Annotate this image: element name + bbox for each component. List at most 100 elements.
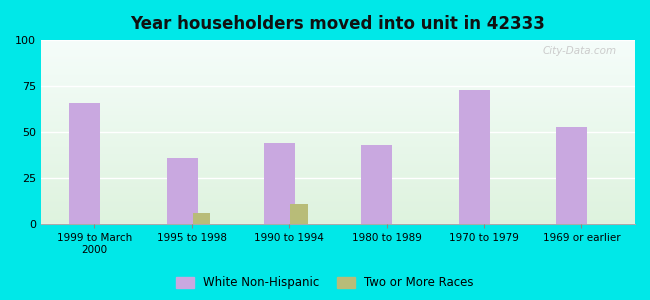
Bar <box>41 97 635 98</box>
Bar <box>41 80 635 81</box>
Bar <box>41 118 635 119</box>
Bar <box>41 200 635 201</box>
Bar <box>41 84 635 85</box>
Bar <box>41 100 635 101</box>
Bar <box>41 192 635 193</box>
Bar <box>41 107 635 108</box>
Bar <box>41 46 635 47</box>
Bar <box>41 183 635 184</box>
Bar <box>41 53 635 54</box>
Bar <box>41 129 635 130</box>
Bar <box>41 138 635 139</box>
Bar <box>41 155 635 156</box>
Bar <box>41 209 635 210</box>
Bar <box>41 158 635 159</box>
Bar <box>41 126 635 127</box>
Bar <box>41 191 635 192</box>
Bar <box>41 169 635 170</box>
Bar <box>41 188 635 189</box>
Bar <box>41 44 635 45</box>
Bar <box>41 144 635 145</box>
Bar <box>41 66 635 67</box>
Bar <box>41 212 635 213</box>
Bar <box>41 121 635 122</box>
Bar <box>41 135 635 136</box>
Bar <box>41 168 635 169</box>
Bar <box>41 79 635 80</box>
Bar <box>41 193 635 194</box>
Bar <box>41 220 635 221</box>
Bar <box>41 131 635 132</box>
Bar <box>41 164 635 165</box>
Bar <box>41 116 635 117</box>
Bar <box>41 114 635 115</box>
Bar <box>41 98 635 99</box>
Bar <box>41 90 635 91</box>
Bar <box>41 166 635 167</box>
Bar <box>41 216 635 217</box>
Bar <box>41 123 635 124</box>
Bar <box>41 140 635 142</box>
Bar <box>361 145 393 224</box>
Bar <box>41 41 635 42</box>
Bar <box>41 146 635 147</box>
Bar <box>41 82 635 83</box>
Bar <box>41 101 635 102</box>
Bar <box>41 117 635 118</box>
Bar <box>41 176 635 177</box>
Bar <box>41 172 635 173</box>
Bar <box>41 106 635 107</box>
Bar <box>41 217 635 218</box>
Bar <box>41 160 635 161</box>
Bar <box>41 178 635 179</box>
Bar <box>41 163 635 164</box>
Bar <box>41 201 635 202</box>
Bar <box>41 143 635 144</box>
Bar <box>41 82 635 83</box>
Bar <box>41 210 635 211</box>
Bar <box>264 143 295 224</box>
Bar <box>41 153 635 154</box>
Bar <box>41 88 635 89</box>
Bar <box>556 127 587 224</box>
Bar <box>41 103 635 104</box>
Bar <box>41 86 635 87</box>
Bar <box>41 61 635 62</box>
Bar <box>41 124 635 125</box>
Bar <box>41 67 635 68</box>
Bar <box>41 75 635 76</box>
Bar <box>41 208 635 209</box>
Bar <box>41 40 635 41</box>
Bar <box>41 48 635 49</box>
Bar <box>41 50 635 51</box>
Bar <box>41 89 635 90</box>
Bar <box>41 159 635 160</box>
Bar <box>41 136 635 137</box>
Bar <box>41 198 635 199</box>
Bar <box>41 205 635 206</box>
Bar <box>41 154 635 155</box>
Bar <box>41 202 635 203</box>
Bar <box>41 219 635 220</box>
Bar <box>41 73 635 74</box>
Bar <box>41 45 635 46</box>
Bar <box>459 90 490 224</box>
Bar <box>41 109 635 110</box>
Bar <box>41 170 635 171</box>
Bar <box>41 111 635 112</box>
Bar <box>41 69 635 70</box>
Bar <box>41 211 635 212</box>
Bar <box>41 199 635 200</box>
Bar <box>41 194 635 195</box>
Bar <box>41 104 635 105</box>
Bar <box>41 112 635 113</box>
Bar <box>41 149 635 150</box>
Bar <box>41 133 635 134</box>
Bar <box>41 43 635 44</box>
Bar <box>41 181 635 182</box>
Bar <box>41 119 635 120</box>
Bar <box>41 57 635 58</box>
Bar <box>41 214 635 215</box>
Bar <box>41 113 635 114</box>
Bar <box>41 55 635 56</box>
